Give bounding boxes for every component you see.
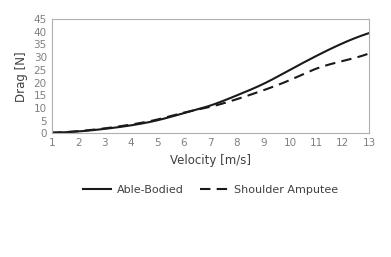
Shoulder Amputee (337, 60, 342, 63)
Able-Bodied (50, 131, 55, 134)
Shoulder Amputee (50, 131, 55, 134)
Able-Bodied (244, 90, 248, 93)
Able-Bodied (49, 131, 54, 134)
Shoulder Amputee (317, 66, 322, 69)
Line: Able-Bodied: Able-Bodied (52, 33, 369, 133)
Able-Bodied (367, 31, 372, 34)
Shoulder Amputee (367, 52, 372, 55)
Line: Shoulder Amputee: Shoulder Amputee (52, 53, 369, 133)
X-axis label: Velocity [m/s]: Velocity [m/s] (170, 154, 251, 167)
Able-Bodied (337, 43, 342, 46)
Shoulder Amputee (244, 95, 248, 98)
Legend: Able-Bodied, Shoulder Amputee: Able-Bodied, Shoulder Amputee (79, 180, 342, 199)
Y-axis label: Drag [N]: Drag [N] (15, 51, 28, 102)
Able-Bodied (237, 93, 242, 96)
Shoulder Amputee (237, 97, 242, 100)
Shoulder Amputee (239, 96, 243, 99)
Able-Bodied (239, 92, 243, 95)
Shoulder Amputee (49, 131, 54, 134)
Able-Bodied (317, 53, 322, 56)
